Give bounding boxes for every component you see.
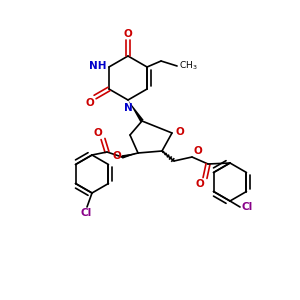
Text: NH: NH bbox=[89, 61, 107, 71]
Text: O: O bbox=[175, 127, 184, 137]
Text: Cl: Cl bbox=[241, 202, 252, 212]
Text: O: O bbox=[124, 29, 132, 39]
Polygon shape bbox=[128, 100, 144, 122]
Text: O: O bbox=[112, 151, 121, 161]
Text: CH$_3$: CH$_3$ bbox=[179, 60, 198, 72]
Text: N: N bbox=[124, 103, 132, 113]
Text: O: O bbox=[93, 128, 102, 138]
Text: O: O bbox=[85, 98, 94, 108]
Text: O: O bbox=[195, 179, 204, 189]
Text: O: O bbox=[193, 146, 202, 156]
Text: Cl: Cl bbox=[80, 208, 92, 218]
Polygon shape bbox=[122, 153, 138, 159]
